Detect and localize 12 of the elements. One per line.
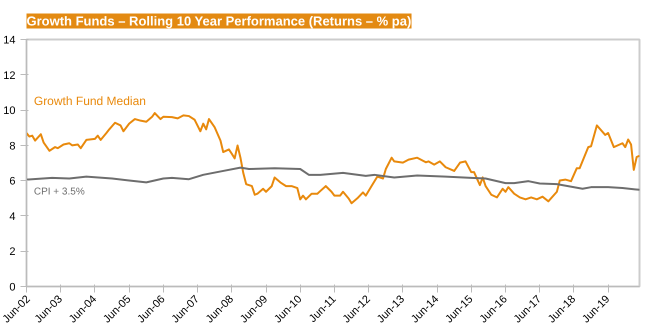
line-series (26, 112, 640, 204)
y-tick-label: 14 (3, 34, 16, 46)
y-tick-label: 4 (9, 210, 16, 223)
series-label: CPI + 3.5% (34, 186, 85, 198)
y-tick-label: 12 (3, 70, 16, 82)
y-tick-label: 6 (9, 176, 16, 188)
y-tick-label: 2 (9, 246, 16, 258)
chart-title: Growth Funds – Rolling 10 Year Performance (Returns – % pa) (26, 14, 412, 28)
y-tick-label: 8 (9, 140, 16, 152)
y-tick-label: 10 (3, 105, 16, 118)
series-label: Growth Fund Median (34, 94, 146, 108)
y-tick-label: 0 (9, 282, 16, 294)
